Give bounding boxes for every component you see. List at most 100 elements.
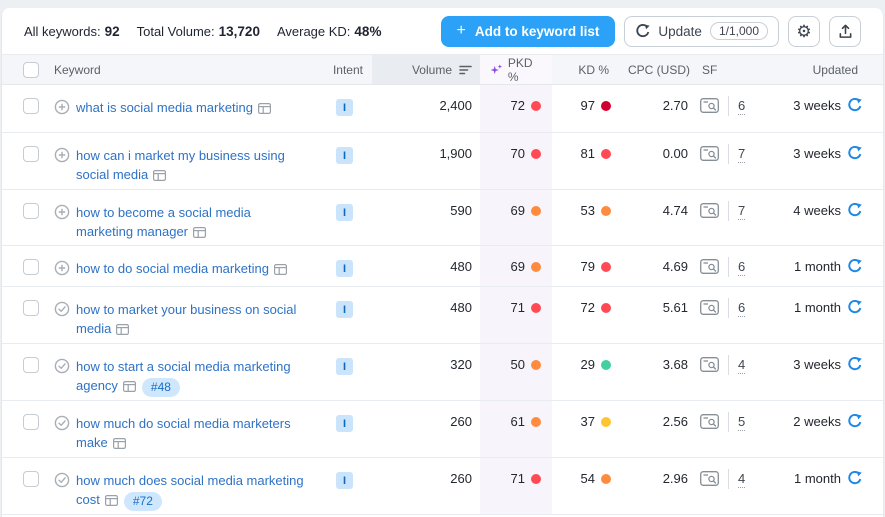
serp-analysis-icon[interactable] <box>193 224 207 243</box>
serp-preview-icon[interactable] <box>700 203 719 221</box>
keyword-link[interactable]: what is social media marketing <box>76 98 272 119</box>
serp-analysis-icon[interactable] <box>258 100 272 119</box>
refresh-metrics-icon[interactable] <box>847 145 862 164</box>
column-pkd[interactable]: PKD % <box>480 55 552 84</box>
refresh-metrics-icon[interactable] <box>847 470 862 489</box>
updated-value: 3 weeks <box>793 146 841 161</box>
update-button[interactable]: Update 1/1,000 <box>624 15 779 47</box>
pkd-difficulty-dot <box>531 360 541 370</box>
keyword-magic-panel: All keywords: 92 Total Volume: 13,720 Aver… <box>1 8 884 517</box>
pkd-difficulty-dot <box>531 303 541 313</box>
row-checkbox[interactable] <box>23 146 39 162</box>
added-check-icon[interactable] <box>54 358 70 377</box>
row-checkbox[interactable] <box>23 357 39 373</box>
add-to-keyword-list-button[interactable]: + Add to keyword list <box>440 15 616 47</box>
pkd-difficulty-dot <box>531 262 541 272</box>
row-checkbox[interactable] <box>23 203 39 219</box>
added-check-icon[interactable] <box>54 415 70 434</box>
kd-difficulty-dot <box>601 360 611 370</box>
serp-features-count[interactable]: 5 <box>738 414 746 431</box>
serp-preview-icon[interactable] <box>700 300 719 318</box>
row-checkbox[interactable] <box>23 300 39 316</box>
refresh-metrics-icon[interactable] <box>847 97 862 116</box>
table-row: how much does social media marketing cos… <box>2 458 883 515</box>
row-checkbox[interactable] <box>23 259 39 275</box>
gear-icon: ⚙ <box>796 21 812 41</box>
serp-analysis-icon[interactable] <box>273 261 287 280</box>
serp-features-count[interactable]: 4 <box>738 357 746 374</box>
intent-badge[interactable]: I <box>336 99 353 116</box>
added-check-icon[interactable] <box>54 301 70 320</box>
serp-features-count[interactable]: 7 <box>738 146 746 163</box>
divider <box>728 298 729 318</box>
kd-difficulty-dot <box>601 417 611 427</box>
add-keyword-icon[interactable] <box>54 204 70 223</box>
serp-features-count[interactable]: 6 <box>738 259 746 276</box>
kd-value: 72 <box>580 300 595 315</box>
serp-analysis-icon[interactable] <box>116 321 130 340</box>
serp-analysis-icon[interactable] <box>153 167 167 186</box>
row-checkbox[interactable] <box>23 471 39 487</box>
keyword-link[interactable]: how to start a social media marketing ag… <box>76 357 308 397</box>
keyword-link[interactable]: how to do social media marketing <box>76 259 287 280</box>
add-keyword-icon[interactable] <box>54 99 70 118</box>
kd-value: 54 <box>580 471 595 486</box>
refresh-metrics-icon[interactable] <box>847 202 862 221</box>
refresh-metrics-icon[interactable] <box>847 356 862 375</box>
serp-preview-icon[interactable] <box>700 357 719 375</box>
volume-value: 2,400 <box>439 98 472 113</box>
keyword-link[interactable]: how to market your business on social me… <box>76 300 308 340</box>
serp-preview-icon[interactable] <box>700 414 719 432</box>
add-keyword-icon[interactable] <box>54 260 70 279</box>
intent-badge[interactable]: I <box>336 260 353 277</box>
kd-difficulty-dot <box>601 262 611 272</box>
serp-features-count[interactable]: 7 <box>738 203 746 220</box>
column-updated[interactable]: Updated <box>812 62 858 77</box>
keyword-link[interactable]: how much do social media marketers make <box>76 414 308 454</box>
cpc-value: 4.74 <box>662 203 688 218</box>
serp-features-count[interactable]: 4 <box>738 471 746 488</box>
select-all-checkbox[interactable] <box>23 61 39 78</box>
serp-preview-icon[interactable] <box>700 98 719 116</box>
column-kd[interactable]: KD % <box>578 62 609 77</box>
divider <box>728 469 729 489</box>
column-cpc[interactable]: CPC (USD) <box>628 62 690 77</box>
intent-badge[interactable]: I <box>336 204 353 221</box>
sort-icon[interactable] <box>459 65 472 75</box>
export-button[interactable] <box>829 15 861 47</box>
serp-analysis-icon[interactable] <box>112 435 126 454</box>
row-checkbox[interactable] <box>23 414 39 430</box>
serp-features-count[interactable]: 6 <box>738 300 746 317</box>
pkd-value: 50 <box>510 357 525 372</box>
export-icon <box>839 24 851 38</box>
settings-button[interactable]: ⚙ <box>788 15 820 47</box>
intent-badge[interactable]: I <box>336 301 353 318</box>
intent-badge[interactable]: I <box>336 358 353 375</box>
pkd-value: 61 <box>510 414 525 429</box>
cpc-value: 2.56 <box>662 414 688 429</box>
keyword-link[interactable]: how can i market my business using socia… <box>76 146 308 186</box>
keyword-link[interactable]: how much does social media marketing cos… <box>76 471 308 511</box>
refresh-metrics-icon[interactable] <box>847 413 862 432</box>
serp-preview-icon[interactable] <box>700 259 719 277</box>
intent-badge[interactable]: I <box>336 472 353 489</box>
column-volume[interactable]: Volume <box>372 55 480 84</box>
add-keyword-icon[interactable] <box>54 147 70 166</box>
table-body: what is social media marketing I 2,400 7 2 9 7… <box>2 85 883 515</box>
intent-badge[interactable]: I <box>336 147 353 164</box>
serp-preview-icon[interactable] <box>700 471 719 489</box>
serp-preview-icon[interactable] <box>700 146 719 164</box>
refresh-metrics-icon[interactable] <box>847 258 862 277</box>
row-checkbox[interactable] <box>23 98 39 114</box>
kd-value: 29 <box>580 357 595 372</box>
serp-features-count[interactable]: 6 <box>738 98 746 115</box>
serp-analysis-icon[interactable] <box>104 492 118 511</box>
intent-badge[interactable]: I <box>336 415 353 432</box>
added-check-icon[interactable] <box>54 472 70 491</box>
pkd-value: 70 <box>510 146 525 161</box>
serp-analysis-icon[interactable] <box>122 378 136 397</box>
keyword-link[interactable]: how to become a social media marketing m… <box>76 203 308 243</box>
updated-value: 1 month <box>794 259 841 274</box>
refresh-metrics-icon[interactable] <box>847 299 862 318</box>
plus-icon: + <box>456 22 466 39</box>
